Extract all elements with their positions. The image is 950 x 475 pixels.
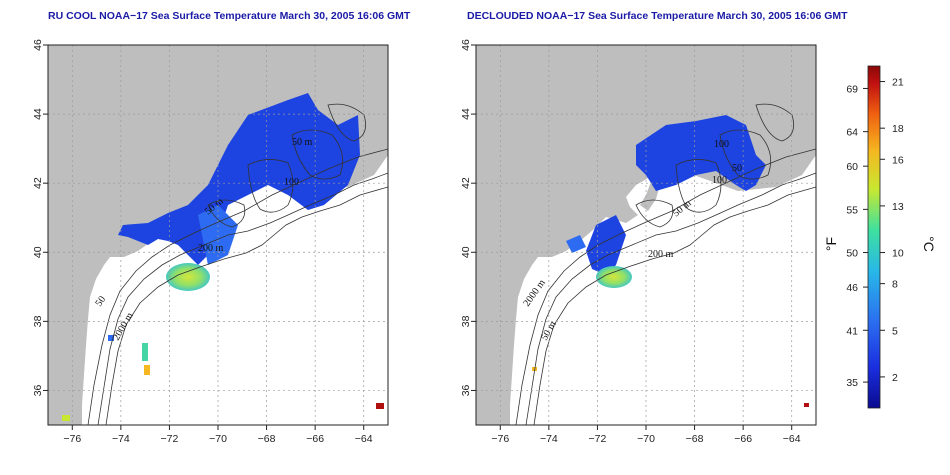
lon-tick-label: −70 [637, 433, 655, 445]
celsius-tick-label: 18 [892, 123, 904, 135]
fahrenheit-tick-label: 50 [846, 248, 858, 260]
fahrenheit-tick-label: 35 [846, 377, 858, 389]
lon-tick-label: −74 [540, 433, 558, 445]
fahrenheit-tick-label: 64 [846, 127, 858, 139]
contour-label: 100 [714, 139, 729, 150]
lat-tick-label: 42 [460, 177, 472, 189]
contour-label: 200 m [198, 243, 224, 254]
celsius-unit-label: °C [921, 236, 937, 252]
lat-tick-label: 36 [32, 384, 44, 396]
lon-tick-label: −72 [589, 433, 607, 445]
contour-label: 50 m [292, 137, 313, 148]
lon-tick-label: −64 [783, 433, 801, 445]
lat-tick-label: 40 [32, 246, 44, 258]
celsius-tick-label: 16 [892, 154, 904, 166]
lat-tick-label: 40 [460, 246, 472, 258]
lat-tick-label: 44 [460, 108, 472, 120]
lon-tick-label: −68 [686, 433, 704, 445]
lat-tick-label: 44 [32, 108, 44, 120]
panel-1-title: RU COOL NOAA−17 Sea Surface Temperature … [48, 10, 411, 22]
lat-tick-label: 36 [460, 384, 472, 396]
lat-tick-label: 46 [32, 39, 44, 51]
fahrenheit-unit-label: °F [823, 237, 839, 251]
lon-tick-label: −76 [491, 433, 509, 445]
colorbar-gradient [867, 65, 881, 409]
fahrenheit-tick-label: 69 [846, 83, 858, 95]
lon-tick-label: −72 [161, 433, 179, 445]
panel-2-title: DECLOUDED NOAA−17 Sea Surface Temperatur… [467, 10, 848, 22]
celsius-tick-label: 21 [892, 77, 904, 89]
lat-tick-label: 46 [460, 39, 472, 51]
lat-tick-label: 38 [460, 315, 472, 327]
sst-field [532, 115, 809, 407]
contour-label: 100 [284, 177, 299, 188]
lat-tick-label: 38 [32, 315, 44, 327]
colorbar: 21 18 16 13 10 8 5 2 69 64 60 55 50 46 41 35 °F °C [823, 65, 937, 409]
celsius-tick-label: 5 [892, 325, 898, 337]
fahrenheit-tick-label: 46 [846, 282, 858, 294]
contour-label: 50 [732, 163, 742, 174]
graticule [48, 44, 388, 425]
celsius-tick-label: 13 [892, 201, 904, 213]
contour-label: 100 [712, 175, 727, 186]
lon-tick-label: −66 [734, 433, 752, 445]
lon-tick-label: −74 [112, 433, 130, 445]
lon-tick-label: −66 [306, 433, 324, 445]
celsius-tick-label: 8 [892, 279, 898, 291]
graticule [476, 44, 816, 425]
fahrenheit-tick-label: 55 [846, 204, 858, 216]
celsius-tick-label: 2 [892, 372, 898, 384]
celsius-tick-label: 10 [892, 248, 904, 260]
fahrenheit-tick-label: 41 [846, 325, 858, 337]
lon-tick-label: −64 [355, 433, 373, 445]
lon-tick-label: −68 [258, 433, 276, 445]
lat-tick-label: 42 [32, 177, 44, 189]
sst-field [62, 93, 384, 421]
lon-tick-label: −76 [63, 433, 81, 445]
fahrenheit-tick-label: 60 [846, 161, 858, 173]
contour-label: 200 m [648, 249, 674, 260]
lon-tick-label: −70 [209, 433, 227, 445]
